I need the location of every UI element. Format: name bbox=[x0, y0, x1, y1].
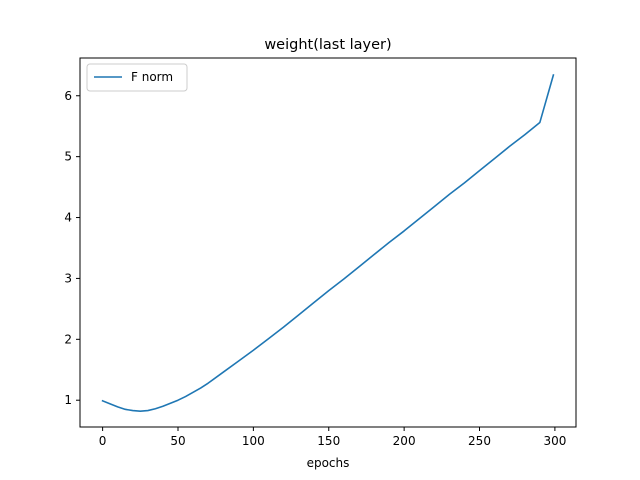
y-axis-ticks: 1 2 3 4 5 6 bbox=[64, 89, 80, 407]
legend-box bbox=[86, 63, 188, 92]
y-tick-label: 3 bbox=[64, 271, 72, 285]
series-line-f-norm bbox=[101, 74, 555, 412]
y-tick-label: 1 bbox=[64, 393, 72, 407]
y-tick-label: 6 bbox=[64, 89, 72, 103]
y-tick-label: 5 bbox=[64, 150, 72, 164]
axes-frame bbox=[79, 57, 577, 428]
x-axis-ticks: 0 50 100 150 200 250 300 bbox=[99, 427, 566, 448]
x-tick-label: 300 bbox=[543, 434, 566, 448]
plot-area bbox=[79, 57, 577, 428]
chart-title: weight(last layer) bbox=[264, 37, 391, 53]
x-tick-label: 100 bbox=[242, 434, 265, 448]
y-tick-label: 2 bbox=[64, 332, 72, 346]
x-tick-label: 150 bbox=[317, 434, 340, 448]
x-tick-label: 0 bbox=[99, 434, 107, 448]
legend: F norm bbox=[86, 63, 188, 92]
x-tick-label: 50 bbox=[170, 434, 185, 448]
series-layer bbox=[101, 74, 555, 412]
x-tick-label: 200 bbox=[393, 434, 416, 448]
legend-label: F norm bbox=[131, 70, 173, 84]
x-axis-label: epochs bbox=[307, 456, 350, 470]
y-tick-label: 4 bbox=[64, 211, 72, 225]
x-tick-label: 250 bbox=[468, 434, 491, 448]
